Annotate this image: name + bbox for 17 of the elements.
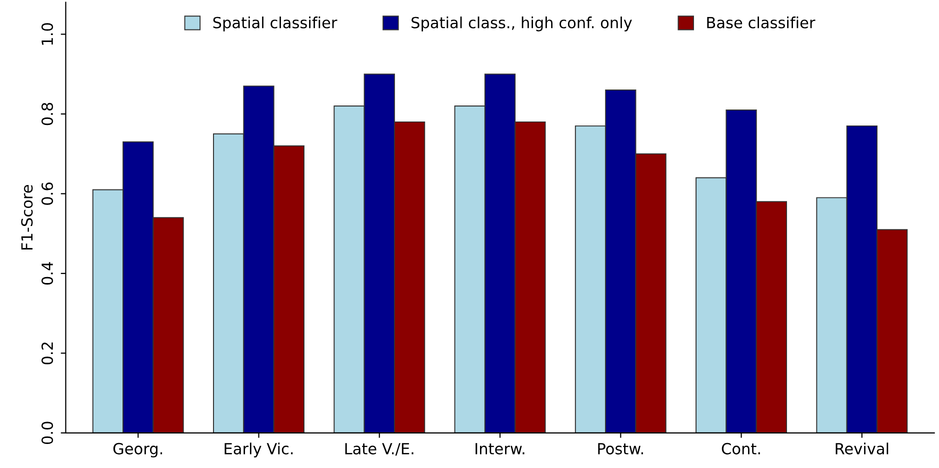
y-axis-title: F1-Score — [21, 185, 33, 250]
x-tick-label: Late V./E. — [345, 443, 414, 456]
y-tick-label: 1.0 — [41, 23, 54, 45]
y-tick-label: 0.2 — [41, 342, 54, 364]
x-tick-label: Postw. — [598, 443, 643, 454]
x-tick-label: Georg. — [113, 442, 162, 458]
x-tick-label: Revival — [836, 442, 888, 454]
legend-label: Spatial class., high conf. only — [412, 16, 632, 32]
y-tick-label: 0.4 — [41, 262, 54, 285]
y-tick-label: 0.6 — [41, 182, 54, 205]
legend-label: Base classifier — [707, 16, 816, 28]
x-tick-label: Interw. — [476, 443, 524, 454]
x-tick-label: Early Vic. — [224, 442, 293, 458]
x-tick-label: Cont. — [722, 442, 760, 454]
y-tick-label: 0.0 — [41, 422, 54, 444]
y-tick-label: 0.8 — [41, 102, 54, 126]
legend-label: Spatial classifier — [213, 16, 338, 32]
